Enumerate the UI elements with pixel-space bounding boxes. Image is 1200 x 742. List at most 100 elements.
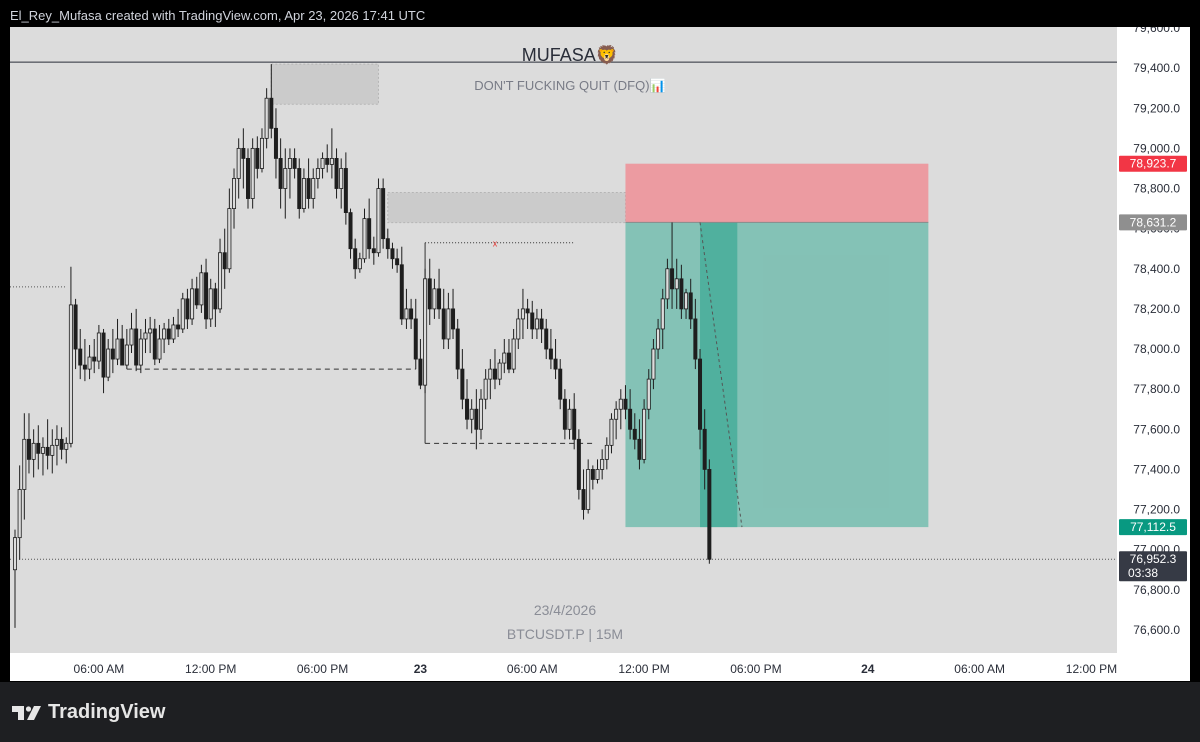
candle[interactable] — [483, 369, 488, 410]
candle[interactable] — [385, 228, 390, 259]
candle[interactable] — [73, 298, 78, 370]
candle[interactable] — [451, 288, 456, 339]
candle[interactable] — [152, 318, 157, 366]
candle[interactable] — [59, 427, 64, 460]
candle[interactable] — [646, 369, 651, 420]
candle[interactable] — [576, 429, 581, 500]
candle[interactable] — [283, 148, 288, 219]
candle[interactable] — [665, 258, 670, 309]
candle[interactable] — [516, 308, 521, 350]
candle[interactable] — [609, 413, 614, 454]
candle[interactable] — [399, 246, 404, 325]
candle[interactable] — [357, 252, 362, 273]
candle[interactable] — [632, 413, 637, 450]
candle[interactable] — [22, 413, 27, 520]
candle[interactable] — [166, 318, 171, 346]
candle[interactable] — [511, 328, 516, 374]
candle[interactable] — [269, 64, 274, 139]
candle[interactable] — [148, 316, 153, 354]
candle[interactable] — [96, 324, 101, 370]
candle[interactable] — [87, 345, 92, 380]
candle[interactable] — [623, 385, 628, 420]
candle[interactable] — [674, 258, 679, 309]
candle[interactable] — [679, 264, 684, 319]
supply-zone[interactable] — [270, 63, 379, 105]
candle[interactable] — [213, 282, 218, 327]
candle[interactable] — [558, 359, 563, 410]
candle[interactable] — [506, 339, 511, 374]
candle[interactable] — [143, 318, 148, 354]
candle[interactable] — [106, 339, 111, 382]
candle[interactable] — [684, 288, 689, 319]
candle[interactable] — [455, 318, 460, 380]
candle[interactable] — [656, 318, 661, 360]
chart-frame[interactable]: x 79,600.0 79,400.0 79,200.0 79,000.0 78,800… — [10, 27, 1190, 681]
candle[interactable] — [259, 128, 264, 173]
candle[interactable] — [395, 248, 400, 273]
candle[interactable] — [204, 258, 209, 329]
candle[interactable] — [157, 324, 162, 364]
candle[interactable] — [567, 399, 572, 440]
candle[interactable] — [218, 238, 223, 313]
candle[interactable] — [353, 238, 358, 279]
candle[interactable] — [36, 425, 41, 470]
candle[interactable] — [628, 389, 633, 440]
candle[interactable] — [600, 449, 605, 480]
candle[interactable] — [702, 409, 707, 490]
candle[interactable] — [190, 278, 195, 325]
candle[interactable] — [194, 276, 199, 309]
candle[interactable] — [101, 328, 106, 394]
candle[interactable] — [595, 459, 600, 484]
take-profit-zone[interactable] — [625, 222, 929, 528]
candle[interactable] — [660, 288, 665, 350]
candle[interactable] — [40, 437, 45, 476]
candle[interactable] — [520, 288, 525, 339]
candle[interactable] — [427, 258, 432, 325]
candle[interactable] — [362, 208, 367, 263]
candle[interactable] — [273, 108, 278, 179]
candle[interactable] — [134, 308, 139, 372]
candle[interactable] — [488, 359, 493, 400]
candle[interactable] — [315, 158, 320, 189]
candle[interactable] — [348, 208, 353, 259]
candle[interactable] — [245, 148, 250, 209]
candle[interactable] — [544, 318, 549, 360]
candle[interactable] — [325, 144, 330, 173]
candle[interactable] — [548, 328, 553, 370]
candle[interactable] — [371, 236, 376, 265]
candle[interactable] — [465, 379, 470, 430]
candle[interactable] — [618, 389, 623, 430]
candle[interactable] — [530, 300, 535, 339]
candle[interactable] — [68, 266, 73, 448]
candle[interactable] — [129, 312, 134, 354]
candle[interactable] — [637, 419, 642, 470]
candle[interactable] — [642, 399, 647, 464]
candle[interactable] — [297, 158, 302, 219]
candle[interactable] — [222, 228, 227, 289]
candle[interactable] — [562, 389, 567, 440]
candle[interactable] — [26, 413, 31, 474]
candle[interactable] — [306, 158, 311, 209]
candle[interactable] — [404, 288, 409, 329]
candle[interactable] — [138, 328, 143, 374]
candle[interactable] — [492, 349, 497, 390]
candle[interactable] — [334, 148, 339, 199]
candle[interactable] — [64, 437, 69, 464]
candle[interactable] — [376, 178, 381, 257]
candle[interactable] — [460, 349, 465, 410]
candle[interactable] — [208, 278, 213, 327]
candle[interactable] — [13, 529, 18, 628]
candle[interactable] — [227, 188, 232, 273]
candle[interactable] — [474, 389, 479, 450]
candle[interactable] — [390, 242, 395, 269]
candle[interactable] — [78, 328, 83, 380]
candle[interactable] — [115, 318, 120, 366]
candle[interactable] — [320, 152, 325, 179]
candle[interactable] — [604, 437, 609, 470]
candle[interactable] — [236, 138, 241, 199]
candle[interactable] — [255, 136, 260, 179]
candle[interactable] — [539, 308, 544, 344]
candle[interactable] — [124, 328, 129, 370]
candle[interactable] — [651, 339, 656, 390]
candle[interactable] — [82, 339, 87, 382]
